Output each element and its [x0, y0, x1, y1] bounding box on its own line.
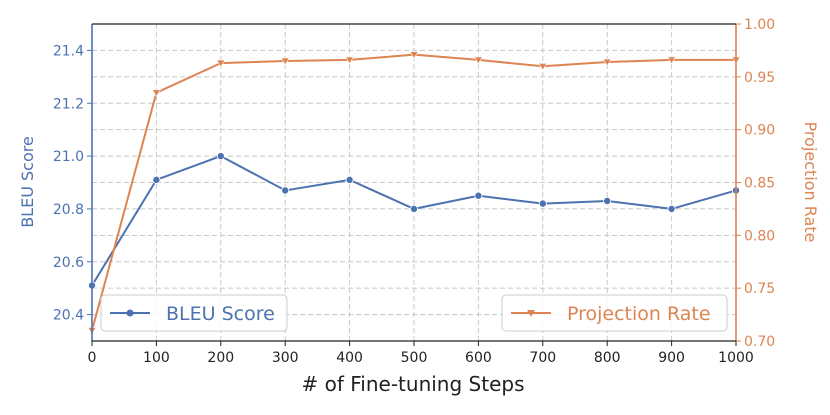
grid-lines	[92, 24, 736, 341]
right-tick-label: 0.90	[744, 123, 775, 139]
right-tick-label: 1.00	[744, 17, 775, 33]
data-point	[216, 152, 225, 161]
right-tick-label: 0.85	[744, 176, 775, 192]
series-projection	[87, 51, 741, 335]
x-tick-label: 900	[658, 350, 685, 366]
series-layer	[87, 51, 741, 335]
left-tick-label: 21.0	[53, 149, 84, 165]
left-tick-label: 20.4	[53, 308, 84, 324]
legend-projection-marker	[527, 310, 535, 317]
data-point	[151, 89, 161, 98]
left-tick-label: 20.6	[53, 255, 84, 271]
data-point	[345, 175, 354, 184]
legend-bleu-box	[100, 294, 288, 332]
data-point	[280, 57, 290, 66]
right-axis-label: Projection Rate	[801, 122, 820, 243]
left-tick-label: 21.4	[53, 43, 84, 59]
x-tick-label: 200	[207, 350, 234, 366]
x-tick-label: 0	[88, 350, 97, 366]
data-point	[667, 56, 677, 65]
left-axis-ticks: 20.4 20.6 20.8 21.0 21.2 21.4	[53, 43, 92, 324]
x-tick-label: 100	[143, 350, 170, 366]
x-tick-label: 700	[529, 350, 556, 366]
legend-bleu-label: BLEU Score	[166, 303, 275, 325]
right-tick-label: 0.80	[744, 228, 775, 244]
legend-projection-box	[501, 294, 728, 332]
data-point	[603, 196, 612, 205]
right-tick-label: 0.95	[744, 70, 775, 86]
x-tick-label: 400	[336, 350, 363, 366]
data-point	[345, 56, 355, 65]
x-tick-label: 1000	[718, 350, 754, 366]
data-point	[538, 62, 548, 71]
x-axis-label: # of Fine-tuning Steps	[302, 372, 525, 396]
legend-bleu: BLEU Score	[100, 294, 288, 332]
right-tick-label: 0.75	[744, 281, 775, 297]
data-point	[473, 56, 483, 65]
x-tick-label: 500	[401, 350, 428, 366]
x-axis-ticks: 0 100 200 300 400 500 600 700 800 900 1000	[88, 341, 754, 366]
data-point	[152, 175, 161, 184]
x-tick-label: 600	[465, 350, 492, 366]
left-tick-label: 21.2	[53, 96, 84, 112]
data-point	[602, 58, 612, 67]
data-point	[409, 51, 419, 60]
data-point	[474, 191, 483, 200]
data-point	[216, 59, 226, 68]
left-tick-label: 20.8	[53, 202, 84, 218]
x-tick-label: 800	[594, 350, 621, 366]
right-tick-label: 0.70	[744, 334, 775, 350]
data-point	[281, 186, 290, 195]
legend-projection-label: Projection Rate	[567, 303, 711, 325]
data-point	[667, 204, 676, 213]
legend-projection: Projection Rate	[501, 294, 728, 332]
right-axis-ticks: 0.70 0.75 0.80 0.85 0.90 0.95 1.00	[736, 17, 775, 350]
data-point	[538, 199, 547, 208]
left-axis-label: BLEU Score	[18, 136, 37, 228]
series-bleu	[88, 152, 741, 290]
data-point	[409, 204, 418, 213]
x-tick-label: 300	[272, 350, 299, 366]
legend-bleu-marker	[126, 309, 134, 317]
